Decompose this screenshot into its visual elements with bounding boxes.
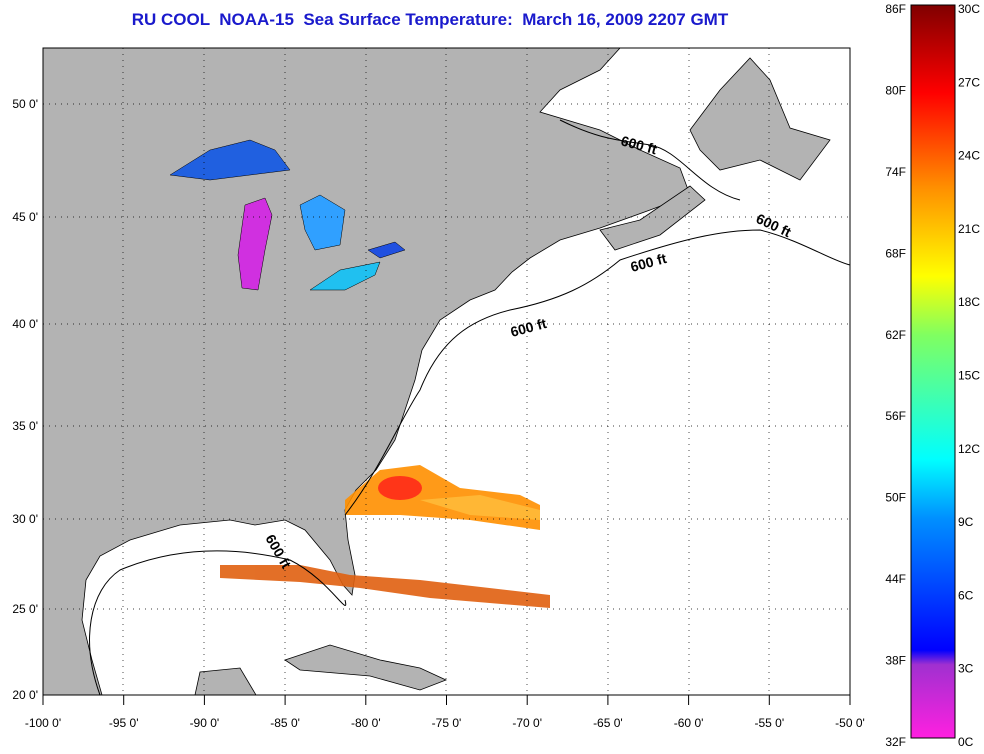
celsius-label: 12C <box>958 442 980 456</box>
lat-tick-label: 20 0' <box>12 688 38 702</box>
newfoundland-land <box>689 57 831 181</box>
600ft-isobath <box>89 119 850 695</box>
lake-ontario <box>367 241 406 259</box>
celsius-label: 3C <box>958 662 974 676</box>
lat-tick-label: 50 0' <box>12 97 38 111</box>
fahrenheit-label: 86F <box>885 2 906 16</box>
lon-tick-label: -75 0' <box>432 716 462 730</box>
fahrenheit-label: 32F <box>885 735 906 749</box>
lon-tick-label: -70 0' <box>512 716 542 730</box>
lat-tick-label: 30 0' <box>12 512 38 526</box>
celsius-label: 27C <box>958 75 980 89</box>
lake-michigan <box>237 197 273 291</box>
longitude-axis: -100 0' -95 0' -90 0' -85 0' -80 0' -75 0' -70… <box>25 695 865 730</box>
lat-tick-label: 25 0' <box>12 602 38 616</box>
north-america-land <box>43 48 691 695</box>
lon-tick-label: -95 0' <box>109 716 139 730</box>
sst-data-atlantic <box>220 465 550 608</box>
lon-tick-label: -55 0' <box>754 716 784 730</box>
latitude-axis: 50 0' 45 0' 40 0' 35 0' 30 0' 25 0' 20 0' <box>12 97 38 702</box>
lon-tick-label: -50 0' <box>835 716 865 730</box>
fahrenheit-label: 38F <box>885 654 906 668</box>
fahrenheit-label: 50F <box>885 491 906 505</box>
lat-tick-label: 40 0' <box>12 317 38 331</box>
lon-tick-label: -100 0' <box>25 716 61 730</box>
celsius-label: 6C <box>958 588 974 602</box>
celsius-label: 15C <box>958 369 980 383</box>
lon-tick-label: -85 0' <box>270 716 300 730</box>
lake-huron <box>299 194 346 251</box>
lon-tick-label: -80 0' <box>351 716 381 730</box>
lon-tick-label: -65 0' <box>593 716 623 730</box>
fahrenheit-label: 56F <box>885 409 906 423</box>
celsius-label: 18C <box>958 295 980 309</box>
fahrenheit-label: 68F <box>885 246 906 260</box>
lake-superior <box>169 139 291 181</box>
lon-tick-label: -60 0' <box>674 716 704 730</box>
graticule <box>43 48 850 695</box>
celsius-label: 24C <box>958 149 980 163</box>
celsius-label: 30C <box>958 2 980 16</box>
celsius-label: 0C <box>958 735 974 749</box>
cuba-land <box>284 644 448 691</box>
yucatan-land <box>194 667 257 695</box>
map-title: RU COOL NOAA-15 Sea Surface Temperature:… <box>131 10 729 29</box>
lon-tick-label: -90 0' <box>190 716 220 730</box>
fahrenheit-label: 74F <box>885 165 906 179</box>
fahrenheit-label: 62F <box>885 328 906 342</box>
lake-erie <box>309 261 381 291</box>
fahrenheit-label: 44F <box>885 572 906 586</box>
celsius-label: 21C <box>958 222 980 236</box>
colorbar <box>910 4 956 739</box>
celsius-label: 9C <box>958 515 974 529</box>
colorbar-labels: 86F 80F 74F 68F 62F 56F 50F 44F 38F 32F 30C 27C 24C 2… <box>885 2 980 749</box>
fahrenheit-label: 80F <box>885 83 906 97</box>
lat-tick-label: 45 0' <box>12 210 38 224</box>
nova-scotia-land <box>599 185 706 251</box>
lat-tick-label: 35 0' <box>12 419 38 433</box>
